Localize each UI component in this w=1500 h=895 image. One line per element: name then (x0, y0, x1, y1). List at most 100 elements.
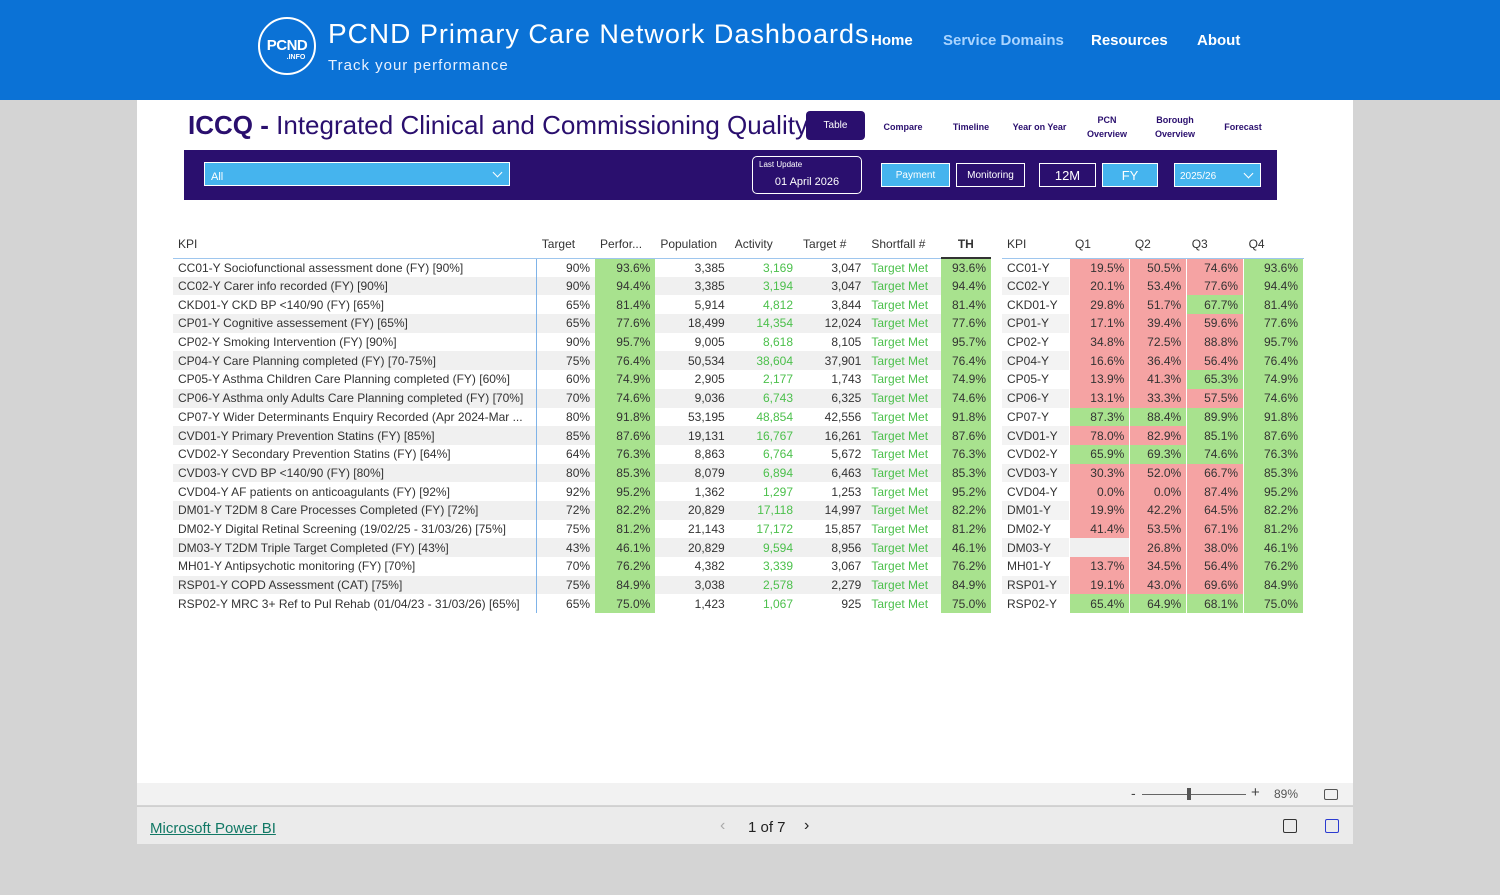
population-cell: 8,863 (694, 447, 725, 462)
pcnd-logo[interactable]: PCND .INFO (258, 17, 316, 75)
expand-icon[interactable] (1325, 819, 1339, 833)
target-num-cell: 2,279 (798, 575, 867, 595)
pcn-dropdown[interactable]: All (204, 162, 510, 186)
col-q3[interactable]: Q3 (1186, 230, 1244, 259)
table-row[interactable]: CVD01-Y Primary Prevention Statins (FY) … (173, 426, 991, 445)
table-row[interactable]: CP01-Y Cognitive assessement (FY) [65%] 6… (173, 314, 991, 333)
table-row[interactable]: RSP02-Y MRC 3+ Ref to Pul Rehab (01/04/2… (173, 594, 991, 614)
quarter-kpi-cell: DM02-Y (1002, 519, 1071, 539)
quarter-row[interactable]: CVD01-Y 78.0% 82.9% 85.1% 87.6% (1002, 426, 1304, 445)
table-row[interactable]: CC02-Y Carer info recorded (FY) [90%] 90%… (173, 276, 991, 296)
nav-resources[interactable]: Resources (1091, 32, 1168, 49)
col-kpi[interactable]: KPI (173, 230, 537, 259)
nav-about[interactable]: About (1197, 32, 1241, 49)
table-row[interactable]: CC01-Y Sociofunctional assessment done (… (173, 258, 991, 277)
table-row[interactable]: DM01-Y T2DM 8 Care Processes Completed (… (173, 500, 991, 520)
powerbi-link[interactable]: Microsoft Power BI (150, 820, 276, 837)
quarter-row[interactable]: CC01-Y 19.5% 50.5% 74.6% 93.6% (1002, 258, 1304, 277)
quarter-row[interactable]: CP01-Y 17.1% 39.4% 59.6% 77.6% (1002, 314, 1304, 333)
col-q4[interactable]: Q4 (1243, 230, 1304, 259)
report-title: ICCQ - Integrated Clinical and Commissio… (188, 110, 808, 141)
col-activity[interactable]: Activity (729, 230, 799, 259)
quarter-row[interactable]: CP06-Y 13.1% 33.3% 57.5% 74.6% (1002, 388, 1304, 408)
quarter-row[interactable]: CC02-Y 20.1% 53.4% 77.6% 94.4% (1002, 276, 1304, 296)
kpi-cell: CC02-Y Carer info recorded (FY) [90%] (173, 276, 538, 296)
col-q1[interactable]: Q1 (1069, 230, 1130, 259)
nav-service-domains[interactable]: Service Domains (943, 32, 1064, 49)
quarter-row[interactable]: CVD02-Y 65.9% 69.3% 74.6% 76.3% (1002, 444, 1304, 464)
tab-borough-overview[interactable]: Borough Overview (1149, 112, 1201, 142)
col-shortfall[interactable]: Shortfall # (866, 230, 941, 259)
quarter-row[interactable]: DM01-Y 19.9% 42.2% 64.5% 82.2% (1002, 500, 1304, 520)
col-performance[interactable]: Perfor... (595, 230, 656, 259)
table-row[interactable]: CVD03-Y CVD BP <140/90 (FY) [80%] 80% 85.3… (173, 463, 991, 483)
period-fy-button[interactable]: FY (1102, 163, 1158, 187)
fit-to-page-icon[interactable] (1324, 789, 1338, 800)
monitoring-button[interactable]: Monitoring (956, 163, 1025, 187)
tab-compare[interactable]: Compare (883, 122, 923, 132)
year-dropdown[interactable]: 2025/26 (1174, 163, 1261, 187)
quarter-q2-cell: 33.3% (1129, 388, 1188, 408)
table-row[interactable]: CP04-Y Care Planning completed (FY) [70-… (173, 351, 991, 371)
th-cell: 74.9% (940, 370, 991, 389)
quarter-row[interactable]: RSP01-Y 19.1% 43.0% 69.6% 84.9% (1002, 575, 1304, 595)
table-row[interactable]: RSP01-Y COPD Assessment (CAT) [75%] 75% 84… (173, 575, 991, 595)
table-row[interactable]: MH01-Y Antipsychotic monitoring (FY) [70… (173, 557, 991, 576)
share-icon[interactable] (1283, 819, 1297, 833)
quarter-row[interactable]: CP04-Y 16.6% 36.4% 56.4% 76.4% (1002, 351, 1304, 371)
quarter-row[interactable]: CP07-Y 87.3% 88.4% 89.9% 91.8% (1002, 407, 1304, 427)
quarter-row[interactable]: DM02-Y 41.4% 53.5% 67.1% 81.2% (1002, 519, 1304, 539)
quarter-row[interactable]: CKD01-Y 29.8% 51.7% 67.7% 81.4% (1002, 295, 1304, 315)
quarter-row[interactable]: CVD03-Y 30.3% 52.0% 66.7% 85.3% (1002, 463, 1304, 483)
tab-timeline[interactable]: Timeline (952, 122, 990, 132)
table-row[interactable]: CKD01-Y CKD BP <140/90 (FY) [65%] 65% 81.4… (173, 295, 991, 315)
quarter-q4-cell: 81.4% (1243, 295, 1304, 315)
target-cell: 70% (536, 388, 596, 408)
zoom-slider-thumb[interactable] (1187, 788, 1191, 800)
table-row[interactable]: CVD04-Y AF patients on anticoagulants (F… (173, 482, 991, 501)
quarter-q2-cell: 0.0% (1129, 482, 1188, 501)
quarter-q2-cell: 50.5% (1129, 258, 1188, 277)
activity-cell: 1,067 (762, 596, 794, 611)
table-row[interactable]: CP02-Y Smoking Intervention (FY) [90%] 90… (173, 332, 991, 352)
col-target-num[interactable]: Target # (798, 230, 867, 259)
nav-home[interactable]: Home (871, 32, 913, 49)
quarter-row[interactable]: DM03-Y 26.8% 38.0% 46.1% (1002, 538, 1304, 557)
tab-forecast[interactable]: Forecast (1224, 122, 1262, 132)
table-row[interactable]: DM02-Y Digital Retinal Screening (19/02/… (173, 519, 991, 539)
table-row[interactable]: CP06-Y Asthma only Adults Care Planning … (173, 388, 991, 408)
performance-cell: 74.9% (595, 370, 656, 389)
quarter-row[interactable]: CP02-Y 34.8% 72.5% 88.8% 95.7% (1002, 332, 1304, 352)
quarter-row[interactable]: CP05-Y 13.9% 41.3% 65.3% 74.9% (1002, 370, 1304, 389)
target-num-cell: 15,857 (824, 521, 862, 536)
quarter-row[interactable]: RSP02-Y 65.4% 64.9% 68.1% 75.0% (1002, 594, 1304, 614)
next-page-button[interactable]: › (804, 817, 810, 834)
table-row[interactable]: CVD02-Y Secondary Prevention Statins (FY… (173, 444, 991, 464)
table-row[interactable]: CP05-Y Asthma Children Care Planning com… (173, 370, 991, 389)
tab-table-button[interactable]: Table (806, 111, 865, 140)
table-row[interactable]: DM03-Y T2DM Triple Target Completed (FY)… (173, 538, 991, 557)
table-row[interactable]: CP07-Y Wider Determinants Enquiry Record… (173, 407, 991, 427)
zoom-slider-track[interactable] (1142, 794, 1246, 795)
col-th[interactable]: TH (940, 230, 991, 259)
col-target[interactable]: Target (536, 230, 596, 259)
shortfall-cell: Target Met (871, 596, 929, 611)
quarter-row[interactable]: CVD04-Y 0.0% 0.0% 87.4% 95.2% (1002, 482, 1304, 501)
kpi-cell: CVD01-Y Primary Prevention Statins (FY) … (173, 426, 538, 445)
period-12m-button[interactable]: 12M (1039, 163, 1096, 187)
th-cell: 76.4% (940, 351, 991, 371)
tab-pcn-overview[interactable]: PCN Overview (1081, 112, 1133, 142)
previous-page-button[interactable]: ‹ (720, 817, 726, 834)
population-cell: 1,423 (694, 596, 725, 611)
payment-button[interactable]: Payment (881, 163, 950, 187)
tab-year-on-year[interactable]: Year on Year (1012, 122, 1067, 132)
quarter-kpi-cell: MH01-Y (1002, 557, 1071, 576)
quarter-row[interactable]: MH01-Y 13.7% 34.5% 56.4% 76.2% (1002, 557, 1304, 576)
population-cell: 3,038 (655, 575, 730, 595)
kpi-cell: CVD03-Y CVD BP <140/90 (FY) [80%] (173, 463, 538, 483)
col-population[interactable]: Population (655, 230, 730, 259)
zoom-out-button[interactable]: - (1131, 785, 1136, 801)
col-q-kpi[interactable]: KPI (1002, 230, 1070, 259)
zoom-in-button[interactable]: + (1251, 784, 1260, 801)
col-q2[interactable]: Q2 (1129, 230, 1187, 259)
